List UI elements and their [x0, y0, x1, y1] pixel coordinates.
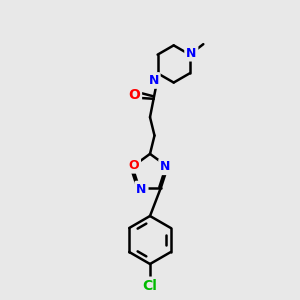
Text: Cl: Cl	[142, 279, 158, 292]
Text: N: N	[136, 182, 147, 196]
Text: O: O	[128, 159, 139, 172]
Text: O: O	[128, 88, 140, 102]
Text: N: N	[160, 160, 170, 173]
Text: N: N	[186, 47, 196, 60]
Text: N: N	[148, 74, 159, 87]
